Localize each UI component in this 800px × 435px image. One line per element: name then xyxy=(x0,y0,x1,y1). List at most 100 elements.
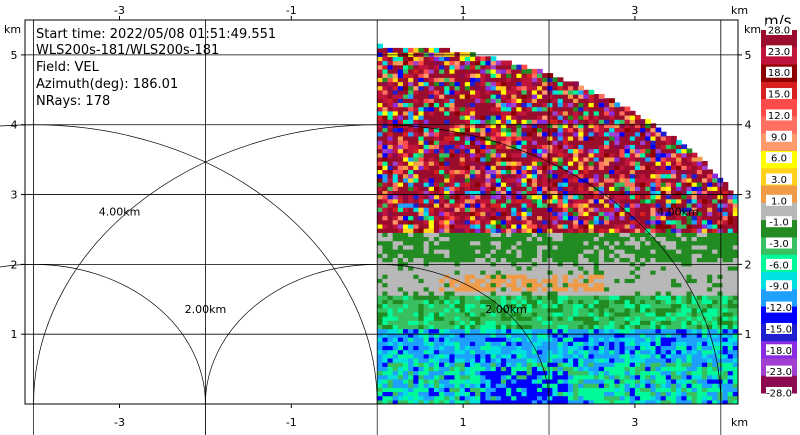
data-cell xyxy=(671,341,677,346)
data-cell xyxy=(531,190,538,196)
data-cell xyxy=(686,249,693,254)
data-cell xyxy=(660,253,667,258)
data-cell xyxy=(470,240,476,246)
data-cell xyxy=(629,357,636,363)
data-cell xyxy=(722,349,729,355)
data-cell xyxy=(665,173,672,179)
data-cell xyxy=(542,345,548,351)
data-cell xyxy=(537,303,543,309)
data-cell xyxy=(619,295,626,300)
data-cell xyxy=(578,152,584,158)
data-cell xyxy=(609,140,615,145)
data-cell xyxy=(696,324,703,330)
data-cell xyxy=(413,182,420,187)
data-cell xyxy=(624,357,631,363)
data-cell xyxy=(526,341,533,346)
data-cell xyxy=(671,152,677,158)
data-cell xyxy=(392,232,399,237)
data-cell xyxy=(495,152,502,158)
data-cell xyxy=(418,144,425,150)
data-cell xyxy=(681,332,688,338)
data-cell xyxy=(707,391,713,397)
data-cell xyxy=(650,349,657,355)
data-cell xyxy=(423,156,430,162)
data-cell xyxy=(732,215,738,221)
data-cell xyxy=(387,265,394,271)
data-cell xyxy=(676,395,682,401)
data-cell xyxy=(526,349,533,355)
data-cell xyxy=(650,182,657,187)
data-cell xyxy=(382,391,389,397)
data-cell xyxy=(609,391,615,397)
data-cell xyxy=(707,320,713,325)
data-cell xyxy=(640,161,646,166)
data-cell xyxy=(439,387,445,392)
data-cell xyxy=(567,357,574,363)
data-cell xyxy=(717,324,724,330)
data-cell xyxy=(598,362,605,367)
data-cell xyxy=(598,374,605,380)
data-cell xyxy=(516,190,523,196)
data-cell xyxy=(413,307,420,313)
data-cell xyxy=(521,131,528,137)
data-cell xyxy=(521,395,528,401)
data-cell xyxy=(542,341,548,346)
data-cell xyxy=(676,152,682,158)
data-cell xyxy=(377,211,383,217)
data-cell xyxy=(686,211,693,217)
data-cell xyxy=(671,173,677,179)
data-cell xyxy=(701,362,708,367)
data-cell xyxy=(660,182,667,187)
data-cell xyxy=(691,337,698,342)
data-cell xyxy=(387,127,394,133)
data-cell xyxy=(387,399,394,404)
data-cell xyxy=(413,144,420,150)
data-cell xyxy=(732,320,738,325)
data-cell xyxy=(665,307,672,313)
data-cell xyxy=(490,307,497,313)
data-cell xyxy=(511,182,517,187)
data-cell xyxy=(433,244,440,250)
data-cell xyxy=(614,299,621,305)
data-cell xyxy=(495,148,502,154)
data-cell xyxy=(686,286,693,292)
data-cell xyxy=(382,148,389,154)
data-cell xyxy=(598,307,605,313)
data-cell xyxy=(377,269,383,275)
data-cell xyxy=(521,370,528,376)
data-cell xyxy=(573,286,579,292)
data-cell xyxy=(408,165,414,170)
data-cell xyxy=(738,362,744,367)
data-cell xyxy=(428,290,435,296)
data-cell xyxy=(418,228,425,233)
data-cell xyxy=(701,182,708,187)
data-cell xyxy=(676,182,682,187)
data-cell xyxy=(464,127,471,133)
data-cell xyxy=(506,198,512,204)
data-cell xyxy=(655,249,662,254)
data-cell xyxy=(449,182,456,187)
data-cell xyxy=(686,223,693,229)
data-cell xyxy=(459,244,466,250)
data-cell xyxy=(583,387,590,392)
data-cell xyxy=(418,135,425,141)
data-cell xyxy=(691,156,698,162)
data-cell xyxy=(490,399,497,404)
data-cell xyxy=(671,391,677,397)
data-cell xyxy=(676,320,682,325)
data-cell xyxy=(500,232,507,237)
data-cell xyxy=(604,194,610,200)
data-cell xyxy=(629,173,636,179)
data-cell xyxy=(490,219,497,225)
data-cell xyxy=(526,366,533,372)
data-cell xyxy=(552,383,559,388)
data-cell xyxy=(547,228,554,233)
data-cell xyxy=(408,278,414,284)
data-cell xyxy=(444,366,450,372)
data-cell xyxy=(459,299,466,305)
data-cell xyxy=(454,190,461,196)
data-cell xyxy=(423,240,430,246)
data-cell xyxy=(696,236,703,242)
data-cell xyxy=(387,257,394,263)
data-cell xyxy=(464,387,471,392)
